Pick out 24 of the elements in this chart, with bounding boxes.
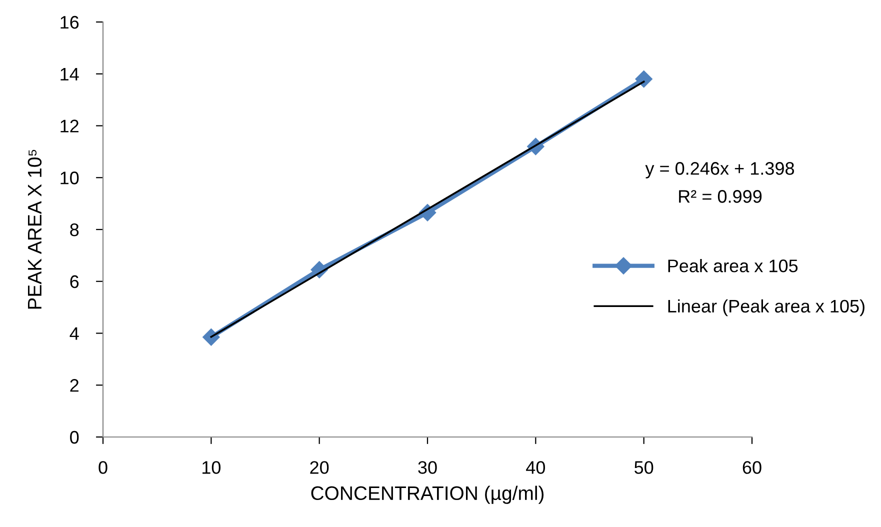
legend-label: Linear (Peak area x 105) — [668, 299, 864, 316]
y-tick-label: 16 — [60, 16, 79, 29]
point — [202, 328, 220, 346]
y-tick-label: 6 — [70, 275, 79, 288]
point — [635, 70, 652, 88]
y-tick-label: 2 — [70, 379, 78, 392]
y-tick-label: 0 — [70, 430, 79, 444]
x-tick-label: 30 — [418, 461, 437, 474]
y-tick-label: 4 — [70, 327, 79, 340]
x-tick-label: 0 — [98, 461, 108, 474]
x-axis-title: CONCENTRATION (µg/ml) — [311, 486, 544, 504]
y-tick-label: 10 — [60, 172, 79, 184]
x-tick-label: 20 — [310, 461, 329, 474]
x-tick-label: 10 — [202, 461, 221, 474]
legend-label: Peak area x 105 — [668, 259, 798, 272]
y-tick-label: 8 — [70, 223, 79, 236]
x-tick-label: 50 — [634, 461, 654, 474]
annotation: y = 0.246x + 1.398 — [645, 162, 794, 178]
annotation: R² = 0.999 — [679, 190, 762, 203]
x-tick-label: 60 — [742, 461, 762, 474]
y-axis-title: PEAK AREA X 10⁵ — [28, 150, 42, 309]
x-tick-label: 40 — [526, 461, 546, 474]
y-tick-label: 12 — [60, 120, 78, 132]
y-tick-label: 14 — [60, 68, 79, 80]
